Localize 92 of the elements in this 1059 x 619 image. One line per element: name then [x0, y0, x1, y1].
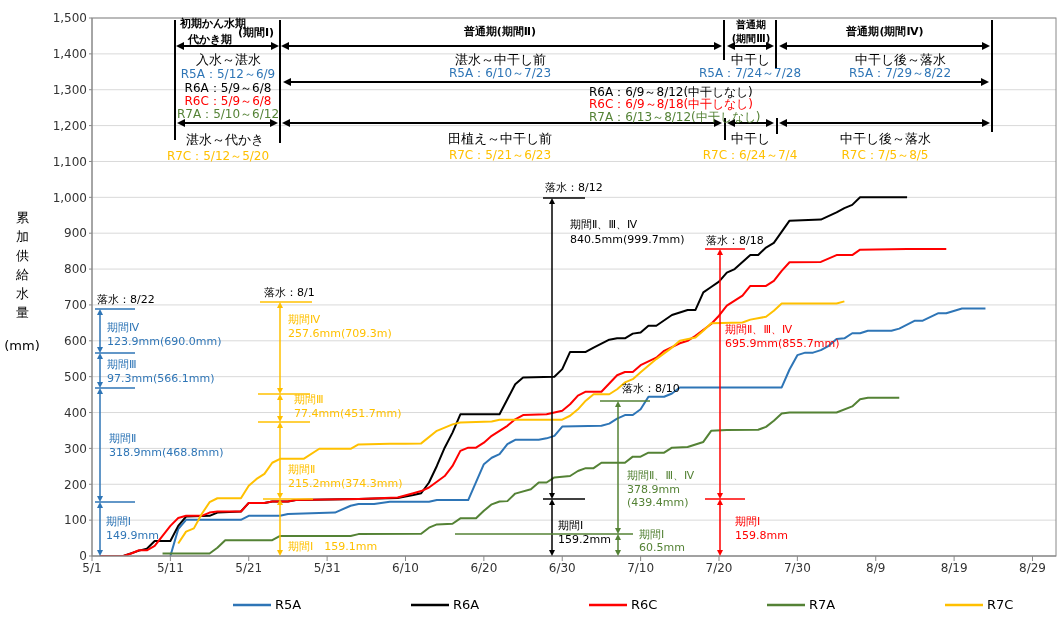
- annotation: 期間Ⅱ: [288, 463, 316, 476]
- annotation: 期間Ⅱ: [109, 432, 137, 445]
- annotation: R7C：6/24～7/4: [702, 147, 798, 162]
- legend-label: R6A: [453, 597, 480, 612]
- y-tick-label: 1,500: [52, 11, 87, 26]
- annotation: 中干し: [730, 130, 770, 146]
- x-tick-label: 5/31: [313, 560, 341, 575]
- y-tick-label: 1,000: [52, 190, 87, 205]
- annotation: 378.9mm: [627, 483, 680, 496]
- annotation: 中干し後～落水: [839, 130, 931, 146]
- annotation: R7C：7/5～8/5: [841, 147, 929, 162]
- annotation: 入水～湛水: [195, 51, 261, 67]
- annotation: R6C：6/9～8/18(中干しなし): [589, 96, 753, 111]
- annotation: R7C：5/21～6/23: [448, 147, 552, 162]
- annotation: R5A：7/24～7/28: [698, 65, 802, 80]
- x-tick-label: 5/11: [156, 560, 184, 575]
- annotation: 湛水～中干し前: [454, 51, 546, 67]
- y-tick-label: 1,200: [52, 118, 87, 133]
- annotation: 落水：8/10: [622, 382, 680, 395]
- annotation: 期間Ⅰ: [558, 519, 584, 532]
- annotation: 期間Ⅱ、Ⅲ、Ⅳ: [570, 218, 638, 231]
- annotation: 落水：8/18: [706, 234, 764, 247]
- annotation: R5A：5/12～6/9: [180, 66, 276, 81]
- x-tick-label: 5/21: [235, 560, 263, 575]
- x-tick-label: 6/20: [470, 560, 498, 575]
- y-tick-label: 1,100: [52, 154, 87, 169]
- legend-label: R6C: [631, 597, 658, 612]
- annotation: R7A：5/10～6/12: [176, 106, 280, 121]
- annotation: 123.9mm(690.0mm): [107, 335, 222, 348]
- annotation: 期間Ⅰ 159.1mm: [288, 540, 378, 554]
- annotation: 田植え～中干し前: [448, 130, 552, 146]
- legend-label: R5A: [275, 597, 302, 612]
- annotation: 期間Ⅳ: [107, 321, 140, 334]
- y-tick-label: 400: [64, 405, 87, 420]
- annotation: 期間Ⅰ: [735, 515, 761, 528]
- annotation: R6A：6/9～8/12(中干しなし): [589, 84, 753, 99]
- annotation: 代かき期: [187, 33, 232, 46]
- x-tick-label: 6/30: [548, 560, 576, 575]
- annotation: R7C：5/12～5/20: [166, 148, 270, 163]
- annotation: 期間Ⅳ: [288, 313, 321, 326]
- annotation: 期間Ⅱ、Ⅲ、Ⅳ: [725, 323, 793, 336]
- y-tick-label: 1,300: [52, 82, 87, 97]
- annotation: 湛水～代かき: [186, 131, 264, 147]
- annotation: (期間Ⅲ): [731, 33, 771, 44]
- annotation: 77.4mm(451.7mm): [294, 407, 402, 420]
- y-tick-label: 200: [64, 477, 87, 492]
- annotation: R5A：7/29～8/22: [848, 65, 952, 80]
- annotation: 期間Ⅰ: [639, 528, 665, 541]
- annotation: 318.9mm(468.8mm): [109, 446, 224, 459]
- annotation: 普通期(期間Ⅳ): [845, 25, 924, 38]
- annotation: R6C：5/9～6/8: [184, 93, 272, 108]
- y-tick-label: 500: [64, 369, 87, 384]
- legend-label: R7C: [987, 597, 1014, 612]
- y-tick-label: 800: [64, 262, 87, 277]
- y-tick-label: 1,400: [52, 47, 87, 62]
- annotation: 159.2mm: [558, 533, 611, 546]
- annotation: 期間Ⅱ、Ⅲ、Ⅳ: [627, 469, 695, 482]
- annotation: 840.5mm(999.7mm): [570, 233, 685, 246]
- legend-label: R7A: [809, 597, 836, 612]
- annotation: 普通期: [735, 19, 766, 30]
- y-tick-label: 100: [64, 513, 87, 528]
- y-tick-label: 900: [64, 226, 87, 241]
- x-tick-label: 6/10: [392, 560, 419, 575]
- x-tick-label: 8/29: [1019, 560, 1046, 575]
- text: 累加供給水量(mm): [4, 209, 40, 353]
- annotation: 落水：8/12: [545, 181, 603, 194]
- annotation: (439.4mm): [627, 496, 689, 509]
- annotation: 期間Ⅲ: [107, 358, 137, 371]
- y-tick-label: 700: [64, 298, 87, 313]
- annotation: 落水：8/1: [264, 286, 315, 299]
- annotation: 149.9mm: [106, 529, 159, 542]
- annotation: 期間Ⅰ: [105, 515, 132, 528]
- y-tick-label: 300: [64, 441, 87, 456]
- x-tick-label: 8/9: [866, 560, 886, 575]
- annotation: 中干し: [730, 51, 770, 67]
- annotation: R6A：5/9～6/8: [184, 80, 272, 95]
- annotation: R7A：6/13～8/12(中干しなし): [589, 109, 761, 124]
- annotation: 159.8mm: [735, 529, 788, 542]
- annotation: 普通期(期間Ⅱ): [462, 25, 537, 38]
- x-tick-label: 7/20: [705, 560, 733, 575]
- annotation: 中干し後～落水: [854, 51, 946, 67]
- x-tick-label: 8/19: [940, 560, 968, 575]
- y-tick-label: 600: [64, 334, 87, 349]
- x-tick-label: 7/10: [627, 560, 655, 575]
- x-tick-label: 7/30: [783, 560, 811, 575]
- annotation: 60.5mm: [639, 541, 685, 554]
- annotation: 落水：8/22: [97, 293, 155, 306]
- annotation: 215.2mm(374.3mm): [288, 477, 403, 491]
- annotation: 97.3mm(566.1mm): [107, 372, 215, 385]
- annotation: 期間Ⅲ: [294, 393, 324, 406]
- annotation: R5A：6/10～7/23: [448, 65, 552, 80]
- annotation: 257.6mm(709.3m): [288, 327, 392, 340]
